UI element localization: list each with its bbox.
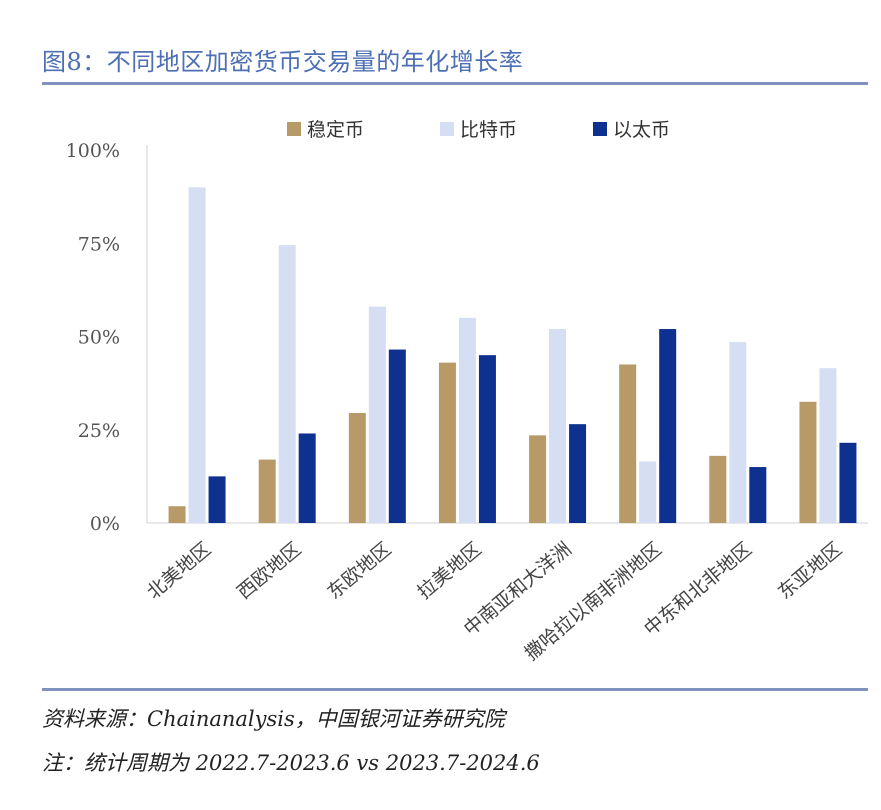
bar-1-8: [799, 401, 817, 523]
bar-2-8: [819, 368, 837, 523]
x-category-label: 西欧地区: [233, 538, 305, 604]
legend-swatch: [593, 122, 607, 136]
source-note: 资料来源：Chainanalysis，中国银河证券研究院: [42, 707, 505, 731]
x-category-label: 东亚地区: [774, 538, 846, 604]
y-tick-label: 100%: [66, 140, 120, 162]
bar-3-5: [569, 424, 587, 523]
bar-2-4: [458, 317, 476, 523]
bar-1-7: [709, 455, 727, 523]
bar-3-8: [839, 442, 857, 523]
bar-3-4: [478, 355, 496, 523]
legend: 稳定币 比特币 以太币: [287, 119, 670, 141]
y-tick-label: 0%: [90, 513, 120, 535]
bars: [168, 187, 857, 524]
y-axis: 0% 25% 50% 75% 100%: [66, 140, 868, 535]
bar-3-6: [659, 329, 677, 523]
period-note: 注：统计周期为 2022.7-2023.6 vs 2023.7-2024.6: [42, 751, 540, 775]
bar-1-2: [258, 459, 276, 523]
bar-3-2: [298, 433, 316, 523]
legend-swatch: [440, 122, 454, 136]
y-tick-label: 75%: [78, 233, 120, 255]
bar-1-5: [529, 435, 547, 523]
x-category-label: 东欧地区: [323, 538, 395, 604]
bar-1-4: [438, 362, 456, 523]
legend-label: 比特币: [460, 119, 517, 141]
bar-3-7: [749, 467, 767, 523]
title-divider: [42, 82, 868, 85]
x-category-label: 北美地区: [143, 538, 215, 604]
bar-3-3: [388, 349, 406, 523]
y-tick-label: 25%: [78, 420, 120, 442]
x-category-label: 拉美地区: [413, 538, 485, 604]
x-axis: 北美地区 西欧地区 东欧地区 拉美地区中南亚和大洋洲撒哈拉以南非洲地区中东和北非地区东…: [143, 538, 846, 665]
bar-2-6: [639, 461, 657, 523]
bar-2-1: [188, 187, 206, 524]
legend-swatch: [287, 122, 301, 136]
bar-1-3: [348, 412, 366, 523]
bar-3-1: [208, 476, 226, 523]
bar-1-1: [168, 506, 186, 523]
legend-label: 以太币: [613, 119, 670, 141]
chart-title: 图8：不同地区加密货币交易量的年化增长率: [42, 48, 524, 76]
bar-2-7: [729, 342, 747, 523]
y-tick-label: 50%: [78, 327, 120, 349]
bar-1-6: [619, 364, 637, 523]
legend-label: 稳定币: [307, 119, 364, 141]
bar-2-2: [278, 245, 296, 524]
bar-2-3: [368, 306, 386, 523]
bar-2-5: [549, 329, 567, 523]
footer-divider: [42, 688, 868, 691]
bar-chart: 稳定币 比特币 以太币 0% 25% 50% 75% 100% 北美地区 西欧地区 东欧地区 拉美…: [66, 119, 868, 665]
